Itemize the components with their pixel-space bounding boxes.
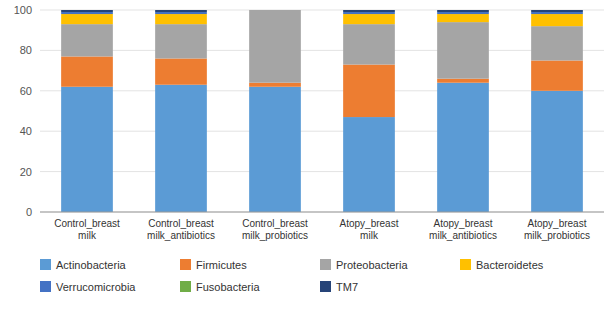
bar-segment (531, 10, 583, 12)
legend-swatch (320, 259, 331, 270)
y-tick-label: 100 (14, 4, 32, 16)
x-tick-label-line: milk_antibiotics (147, 230, 215, 241)
x-tick-label: Atopy_breastmilk_antibiotics (429, 218, 497, 241)
x-tick-label-line: milk (78, 230, 97, 241)
grid-line (40, 212, 604, 213)
x-axis-line (40, 212, 604, 213)
bar-segment (437, 79, 489, 83)
y-tick-label: 40 (20, 125, 32, 137)
legend-swatch (460, 259, 471, 270)
bar-segment (249, 10, 301, 11)
bar-segment (437, 12, 489, 14)
series (61, 14, 583, 26)
bar-segment (531, 91, 583, 212)
bar-segment (531, 26, 583, 60)
bar-segment (437, 14, 489, 22)
x-tick-label-line: milk_antibiotics (429, 230, 497, 241)
bar-segment (249, 10, 301, 11)
series (61, 10, 583, 83)
bar-segment (249, 83, 301, 87)
bar-segment (155, 10, 207, 12)
legend-swatch (180, 281, 191, 292)
x-tick-label-line: Control_breast (148, 218, 214, 229)
bar-segment (61, 24, 113, 56)
legend-label: TM7 (336, 281, 358, 293)
x-tick-label: Atopy_breastmilk (340, 218, 399, 241)
legend-label: Fusobacteria (196, 281, 260, 293)
legend: Actinobacteria Firmicutes Proteobacteria Ba… (40, 259, 544, 293)
grid-line (40, 50, 604, 51)
bar-segment (61, 56, 113, 86)
x-tick-label: Control_breastmilk (54, 218, 120, 241)
bar-segment (343, 117, 395, 212)
bar-segment (437, 83, 489, 212)
legend-swatch (40, 281, 51, 292)
bar-segment (343, 12, 395, 14)
legend-swatch (180, 259, 191, 270)
x-axis: Control_breastmilkControl_breastmilk_ant… (40, 212, 604, 241)
bar-segment (531, 61, 583, 91)
bar-segment (249, 10, 301, 11)
legend-label: Actinobacteria (56, 259, 127, 271)
grid-line (40, 90, 604, 91)
chart: 020406080100Control_breastmilkControl_br… (0, 0, 614, 327)
grid-line (40, 131, 604, 132)
x-tick-label: Atopy_breastmilk_probiotics (524, 218, 590, 241)
x-tick-label: Control_breastmilk_antibiotics (147, 218, 215, 241)
x-tick-label-line: Control_breast (242, 218, 308, 229)
legend-label: Firmicutes (196, 259, 247, 271)
x-tick-label-line: Atopy_breast (434, 218, 493, 229)
grid-line (40, 10, 604, 11)
bar-segment (531, 12, 583, 14)
x-tick-label-line: Atopy_breast (528, 218, 587, 229)
legend-swatch (40, 259, 51, 270)
y-tick-label: 60 (20, 85, 32, 97)
bar-segment (155, 14, 207, 24)
bar-segment (437, 22, 489, 79)
x-tick-label: Control_breastmilk_probiotics (242, 218, 308, 241)
bars (61, 10, 583, 212)
y-tick-label: 0 (26, 206, 32, 218)
bar-segment (249, 10, 301, 83)
series (61, 12, 583, 14)
legend-swatch (320, 281, 331, 292)
x-tick-label-line: Control_breast (54, 218, 120, 229)
bar-segment (61, 14, 113, 24)
bar-segment (343, 14, 395, 24)
bar-segment (343, 65, 395, 118)
y-axis: 0 20 40 60 80 100 (14, 4, 32, 218)
bar-segment (249, 87, 301, 212)
x-tick-label-line: Atopy_breast (340, 218, 399, 229)
series (61, 10, 583, 12)
legend-label: Verrucomicrobia (56, 281, 136, 293)
bar-segment (343, 10, 395, 12)
series (61, 83, 583, 212)
legend-label: Bacteroidetes (476, 259, 544, 271)
series (61, 56, 583, 117)
bar-segment (155, 85, 207, 212)
bar-segment (155, 24, 207, 58)
x-tick-label-line: milk (360, 230, 379, 241)
bar-segment (155, 58, 207, 84)
bar-segment (61, 87, 113, 212)
bar-segment (155, 12, 207, 14)
y-tick-label: 80 (20, 44, 32, 56)
y-tick-label: 20 (20, 166, 32, 178)
grid-line (40, 171, 604, 172)
bar-segment (61, 10, 113, 12)
grid (40, 10, 604, 212)
bar-segment (249, 10, 301, 11)
bar-segment (531, 14, 583, 26)
bar-segment (61, 12, 113, 14)
bar-segment (343, 24, 395, 64)
bar-segment (437, 10, 489, 12)
x-tick-label-line: milk_probiotics (242, 230, 308, 241)
legend-label: Proteobacteria (336, 259, 408, 271)
x-tick-label-line: milk_probiotics (524, 230, 590, 241)
